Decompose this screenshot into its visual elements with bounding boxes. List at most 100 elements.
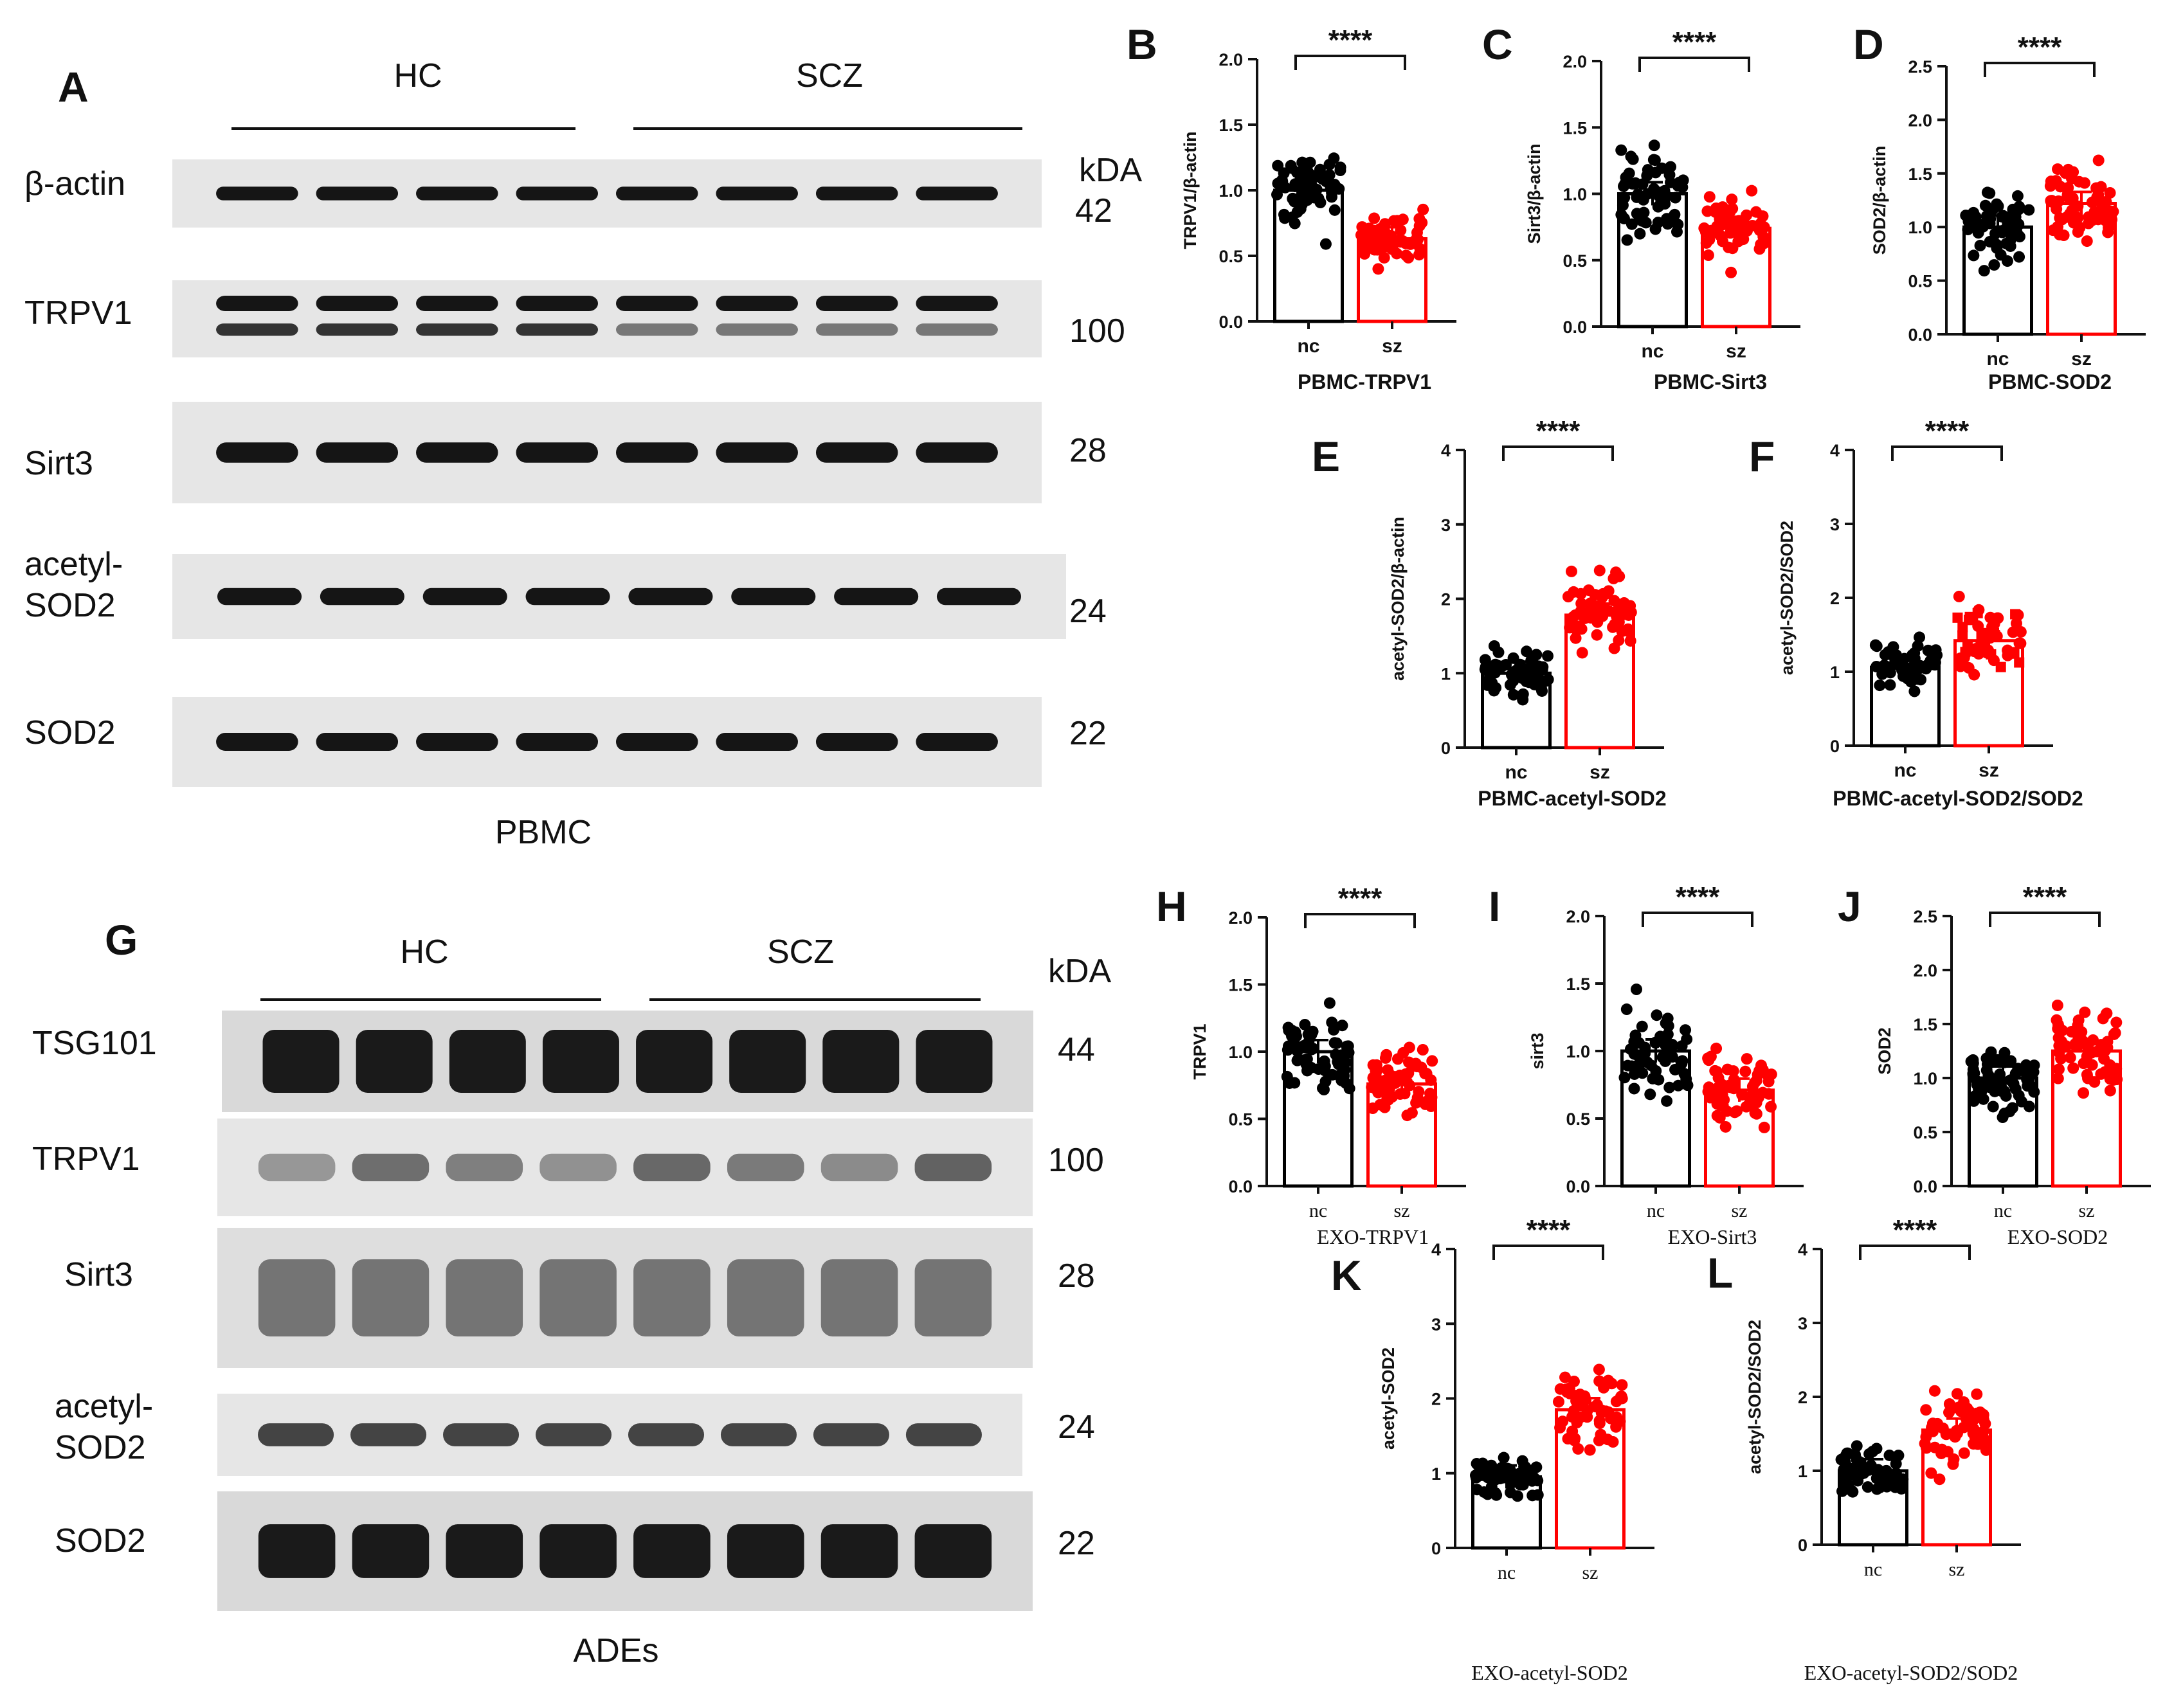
data-point	[1323, 169, 1336, 181]
data-point	[1512, 1490, 1524, 1502]
data-point	[2078, 1087, 2090, 1099]
significance-stars: ****	[1672, 26, 1717, 58]
data-point	[1404, 238, 1417, 250]
data-point	[2012, 1063, 2024, 1075]
blot-band	[916, 296, 998, 311]
data-point	[1570, 632, 1582, 644]
data-point	[1929, 1441, 1941, 1453]
blot-band	[615, 442, 698, 463]
data-point	[1662, 1012, 1674, 1025]
blot-band	[615, 296, 698, 311]
blot-band	[615, 323, 698, 336]
blot-membrane	[217, 1119, 1033, 1216]
data-point	[1318, 1084, 1330, 1096]
data-point	[1633, 1037, 1645, 1049]
y-tick-label: 0.0	[1566, 1177, 1590, 1196]
blot-band	[258, 1423, 334, 1446]
x-tick-label-nc: nc	[1647, 1200, 1665, 1221]
data-point	[1285, 162, 1298, 174]
data-point	[1636, 1020, 1648, 1032]
y-axis-label: acetyl-SOD2	[1379, 1347, 1398, 1450]
bar-chart-C: C 0.0 0.5 1.0 1.5 2.0 Sirt3/β-actin nc sz **** PBM…	[1482, 21, 1800, 393]
panel-label-C: C	[1482, 21, 1513, 68]
data-point	[1325, 191, 1337, 203]
blot-band	[516, 323, 599, 336]
data-point	[1481, 1488, 1494, 1500]
data-point	[1617, 211, 1629, 224]
chart-title: PBMC-acetyl-SOD2	[1478, 787, 1666, 810]
x-tick-label-sz: sz	[1382, 336, 1402, 357]
data-point	[1884, 679, 1896, 691]
x-tick-label-sz: sz	[1394, 1200, 1410, 1221]
data-point	[1542, 674, 1554, 686]
y-tick-label: 1.5	[1218, 116, 1243, 135]
data-point	[1372, 263, 1384, 275]
blot-band	[916, 442, 998, 463]
blot-membrane	[222, 1011, 1033, 1112]
data-point	[1608, 595, 1620, 607]
data-point	[2001, 255, 2013, 267]
blot-band	[815, 442, 898, 463]
significance-bracket	[1502, 445, 1614, 461]
group-label-hc: HC	[394, 57, 442, 94]
data-point	[1339, 1077, 1352, 1089]
y-tick-label: 1	[1431, 1464, 1441, 1484]
data-point	[1714, 1111, 1726, 1124]
blot-band	[729, 1030, 806, 1093]
data-point	[1565, 565, 1577, 577]
data-point	[1336, 1020, 1348, 1032]
kda-value: 42	[1075, 192, 1112, 229]
data-point	[1593, 1417, 1606, 1430]
data-point	[1582, 584, 1595, 597]
x-tick-label-nc: nc	[1894, 760, 1916, 781]
blot-band	[516, 186, 599, 201]
data-point	[1928, 1385, 1941, 1397]
significance-stars: ****	[1925, 415, 1970, 447]
x-tick-label-sz: sz	[2071, 348, 2092, 370]
y-tick-label: 2.0	[1218, 50, 1243, 69]
data-point	[1973, 648, 1985, 660]
blot-band	[820, 1524, 898, 1578]
data-point	[1958, 1396, 1970, 1408]
blot-band	[815, 323, 898, 336]
data-point	[2101, 1036, 2114, 1048]
data-point	[1725, 266, 1737, 278]
data-point	[1296, 156, 1309, 168]
western-blot-G: G HC SCZ kDA TSG101 44 TRPV1 100 Sirt3 28 acetyl-S…	[32, 916, 1112, 1669]
data-point	[1669, 1063, 1681, 1075]
panel-label-L: L	[1707, 1249, 1733, 1297]
y-tick-label: 1	[1830, 663, 1840, 682]
data-point	[1992, 612, 2004, 624]
y-tick-label: 4	[1431, 1240, 1441, 1259]
data-point	[1710, 1042, 1723, 1054]
data-point	[1632, 1050, 1644, 1062]
data-point	[1665, 176, 1677, 188]
protein-label: SOD2	[24, 714, 116, 751]
data-point	[1562, 1433, 1574, 1445]
data-point	[1901, 672, 1914, 685]
blot-band	[539, 1259, 617, 1336]
y-tick-label: 1.0	[1908, 218, 1932, 237]
blot-row: TRPV1 100	[32, 1119, 1104, 1216]
data-point	[1417, 1044, 1429, 1056]
data-point	[1611, 1411, 1623, 1423]
bar-chart-B: B 0.0 0.5 1.0 1.5 2.0 TRPV1/β-actin nc sz **** PBM…	[1127, 21, 1456, 393]
data-point	[2013, 1090, 2025, 1102]
y-tick-label: 0	[1431, 1539, 1441, 1558]
panel-label-D: D	[1853, 21, 1884, 68]
data-point	[2058, 229, 2070, 242]
blot-row: β-actin 42	[24, 159, 1112, 229]
data-point	[1626, 177, 1638, 190]
data-point	[1628, 1083, 1640, 1095]
kda-value: 100	[1048, 1142, 1104, 1179]
y-axis-label: acetyl-SOD2/β-actin	[1388, 517, 1408, 681]
data-point	[2028, 1059, 2040, 1072]
x-tick-label-sz: sz	[1979, 760, 1999, 781]
y-tick-label: 0	[1830, 737, 1840, 756]
significance-stars: ****	[1338, 883, 1382, 914]
blot-sample-label: ADEs	[574, 1632, 659, 1669]
y-tick-label: 1.5	[1563, 118, 1587, 138]
data-point	[1964, 615, 1975, 625]
western-blot-A: A HC SCZ kDA β-actin 42 TRPV1 100 Sirt3 28 acetyl-…	[24, 57, 1143, 851]
data-point	[1842, 1447, 1854, 1459]
